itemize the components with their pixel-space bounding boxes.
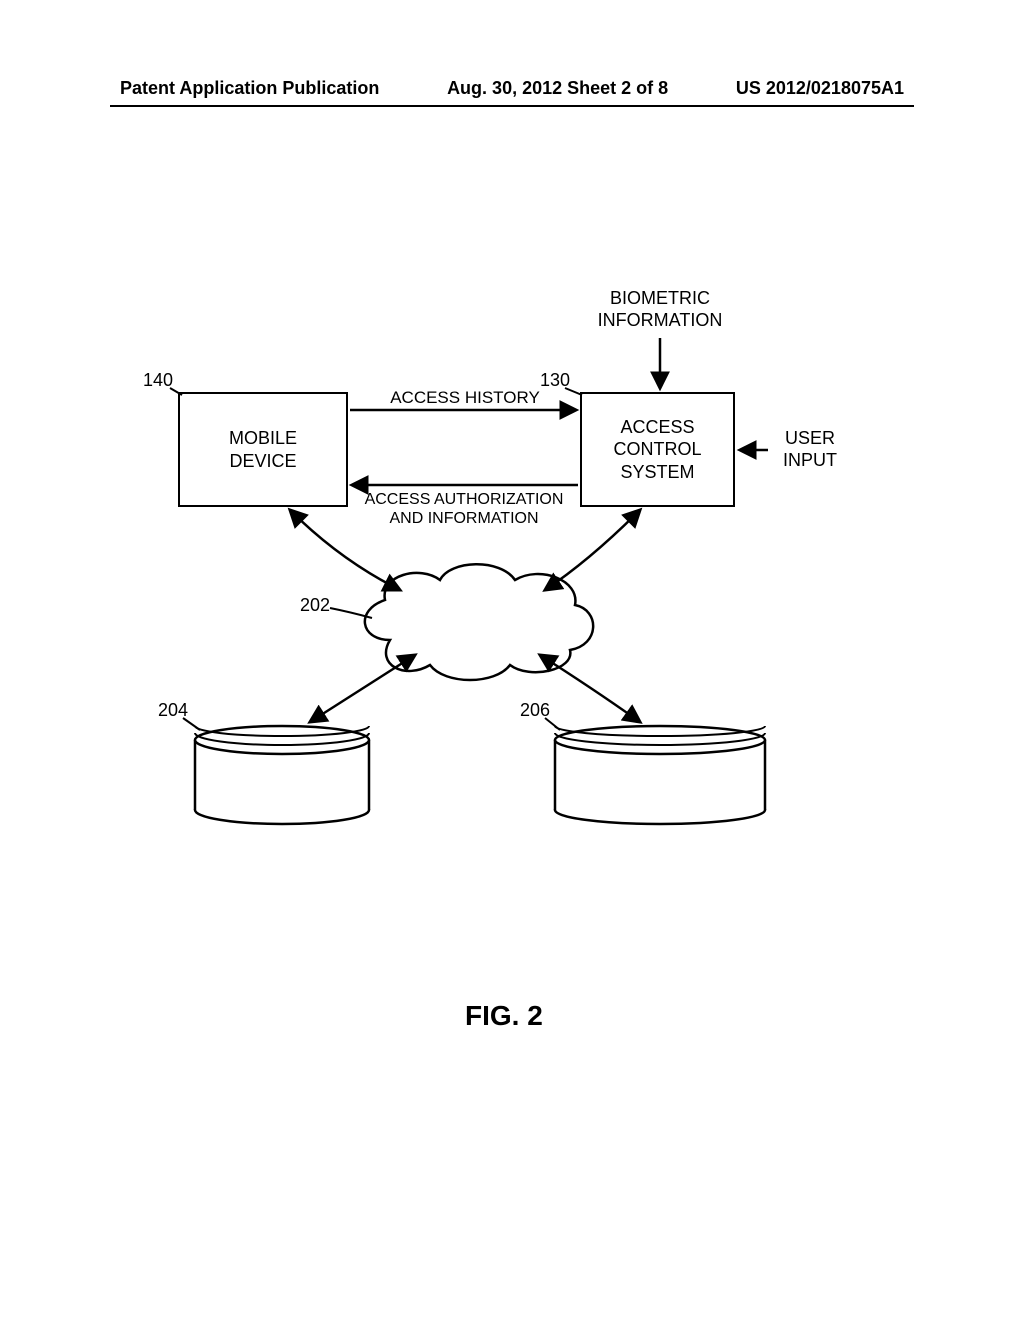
header-rule: [110, 105, 914, 107]
ref-206: 206: [520, 700, 550, 721]
ref-140: 140: [143, 370, 173, 391]
network-label: NETWORK: [420, 610, 530, 632]
header-center: Aug. 30, 2012 Sheet 2 of 8: [447, 78, 668, 99]
biometric-label: BIOMETRIC INFORMATION: [570, 288, 750, 331]
mobile-device-box: MOBILE DEVICE: [178, 392, 348, 507]
lead-202: [330, 608, 372, 618]
header-left: Patent Application Publication: [120, 78, 379, 99]
arrow-network-userds: [310, 655, 415, 722]
figure-caption: FIG. 2: [465, 1000, 543, 1032]
arrow-network-acds: [540, 655, 640, 722]
ac-datastore-label: ACCESS CONTROL DATA STORE: [555, 752, 765, 793]
mobile-device-label: MOBILE DEVICE: [229, 427, 297, 472]
access-auth-label: ACCESS AUTHORIZATION AND INFORMATION: [348, 490, 580, 528]
access-control-system-box: ACCESS CONTROL SYSTEM: [580, 392, 735, 507]
diagram-svg: [0, 0, 1024, 1320]
access-history-label: ACCESS HISTORY: [350, 388, 580, 408]
ref-202: 202: [300, 595, 330, 616]
ref-204: 204: [158, 700, 188, 721]
user-datastore-label: USER DATA STORE: [195, 752, 370, 793]
user-input-label: USER INPUT: [770, 428, 850, 471]
page-header: Patent Application Publication Aug. 30, …: [0, 78, 1024, 99]
header-right: US 2012/0218075A1: [736, 78, 904, 99]
acs-label: ACCESS CONTROL SYSTEM: [613, 416, 701, 484]
